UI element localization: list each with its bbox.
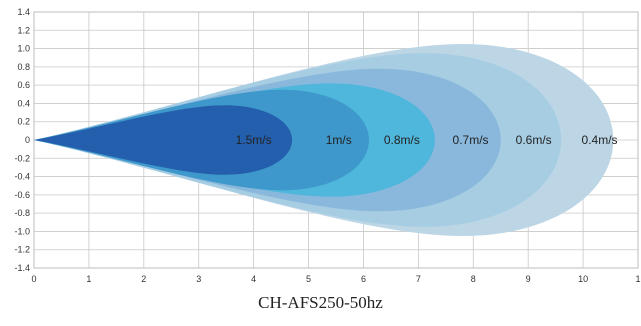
zone-label: 1.5m/s	[236, 133, 272, 147]
zone-label: 0.8m/s	[384, 133, 420, 147]
zone-label: 0.6m/s	[516, 133, 552, 147]
y-tick-label: -1.4	[14, 263, 30, 273]
x-tick-label: 2	[141, 274, 146, 284]
y-tick-label: 0.8	[17, 62, 30, 72]
x-tick-label: 0	[31, 274, 36, 284]
zone-labels: 0.4m/s 0.6m/s 0.7m/s 0.8m/s 1m/s 1.5m/s	[236, 133, 618, 147]
x-tick-label: 1	[635, 274, 640, 284]
x-tick-label: 5	[306, 274, 311, 284]
y-tick-label: 0.2	[17, 117, 30, 127]
zone-1-5m-s	[34, 105, 293, 175]
y-tick-label: 1.0	[17, 44, 30, 54]
y-tick-label: 0.4	[17, 98, 30, 108]
y-tick-label: -0.6	[14, 190, 30, 200]
y-tick-label: 1.4	[17, 7, 30, 17]
chart-caption: CH-AFS250-50hz	[258, 293, 383, 312]
y-tick-label: -1.2	[14, 245, 30, 255]
y-tick-label: -1.0	[14, 226, 30, 236]
y-tick-label: -0.8	[14, 208, 30, 218]
y-tick-label: 0	[25, 135, 30, 145]
x-tick-label: 6	[361, 274, 366, 284]
x-tick-label: 10	[578, 274, 588, 284]
velocity-zones	[34, 44, 614, 236]
y-tick-label: 0.6	[17, 80, 30, 90]
x-axis-ticks: 0 1 2 3 4 5 6 7 8 9 10 1	[31, 274, 640, 284]
y-axis-ticks: 1.4 1.2 1.0 0.8 0.6 0.4 0.2 0 -0.2 -0.4 -0.6 -0.8 -1…	[14, 7, 30, 273]
zone-label: 0.7m/s	[453, 133, 489, 147]
x-tick-label: 4	[251, 274, 256, 284]
x-tick-label: 1	[86, 274, 91, 284]
air-velocity-chart: 1.4 1.2 1.0 0.8 0.6 0.4 0.2 0 -0.2 -0.4 -0.6 -0.8 -1…	[14, 7, 640, 284]
y-tick-label: -0.4	[14, 172, 30, 182]
y-tick-label: 1.2	[17, 25, 30, 35]
y-tick-label: -0.2	[14, 153, 30, 163]
x-tick-label: 9	[526, 274, 531, 284]
zone-label: 0.4m/s	[582, 133, 618, 147]
x-tick-label: 7	[416, 274, 421, 284]
x-tick-label: 3	[196, 274, 201, 284]
x-tick-label: 8	[471, 274, 476, 284]
zone-label: 1m/s	[326, 133, 352, 147]
